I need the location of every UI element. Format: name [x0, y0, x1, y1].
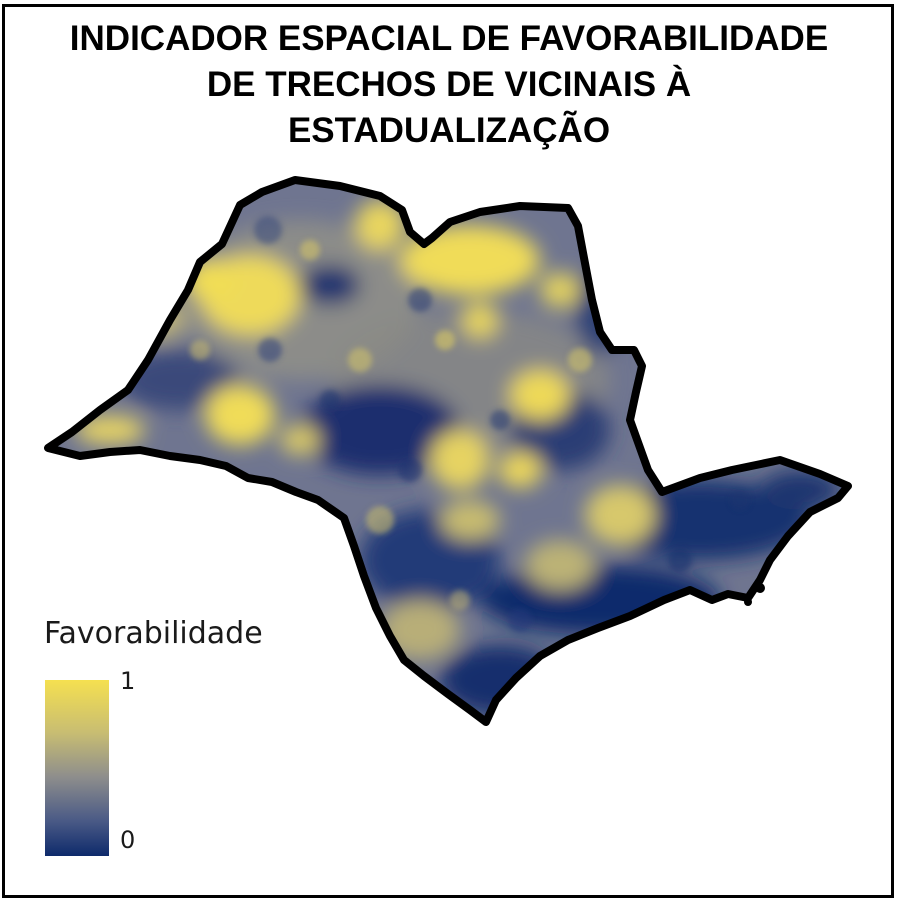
- legend-color-bar: [45, 680, 109, 856]
- map-title: INDICADOR ESPACIAL DE FAVORABILIDADE DE …: [0, 16, 898, 154]
- legend-min-label: 0: [120, 826, 136, 854]
- island-marker: [755, 583, 765, 593]
- municipality-texture: [190, 216, 750, 632]
- title-line-2: DE TRECHOS DE VICINAIS À: [206, 65, 692, 104]
- title-line-1: INDICADOR ESPACIAL DE FAVORABILIDADE: [69, 19, 829, 58]
- legend-max-label: 1: [120, 667, 136, 695]
- title-line-3: ESTADUALIZAÇÃO: [287, 111, 611, 150]
- island-marker: [744, 598, 752, 606]
- state-boundary-outline: [44, 176, 852, 726]
- legend-title: Favorabilidade: [44, 616, 263, 651]
